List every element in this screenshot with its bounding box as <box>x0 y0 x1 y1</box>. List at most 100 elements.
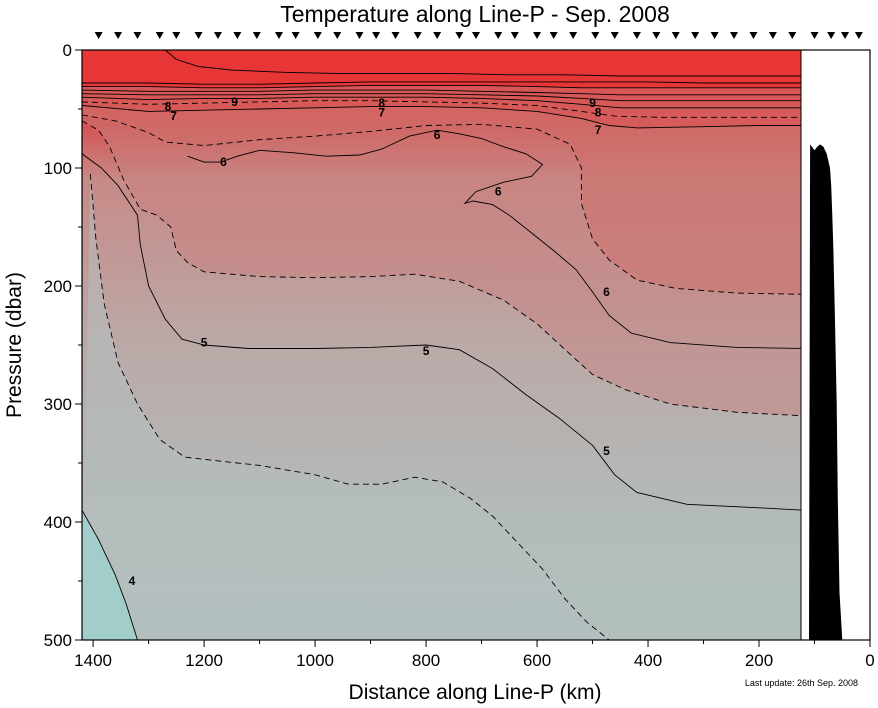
y-tick-label: 400 <box>44 513 72 532</box>
station-marker <box>549 32 558 39</box>
contour-11 <box>82 81 801 85</box>
station-marker <box>413 32 422 39</box>
warm-water-overlay <box>82 50 801 416</box>
chart-title: Temperature along Line-P - Sep. 2008 <box>280 1 670 27</box>
station-marker <box>533 32 542 39</box>
contour-label: 8 <box>165 100 172 114</box>
contour-5 <box>82 153 801 511</box>
station-marker <box>172 32 181 39</box>
contour-label: 7 <box>378 106 385 120</box>
x-axis: 1400 1200 1000 800 600 400 200 0 <box>74 640 875 670</box>
station-marker <box>155 32 164 39</box>
y-tick-label: 300 <box>44 395 72 414</box>
contour-6-5 <box>82 114 801 295</box>
station-marker <box>510 32 519 39</box>
station-marker <box>133 32 142 39</box>
station-marker <box>710 32 719 39</box>
station-marker <box>455 32 464 39</box>
contour-10 <box>82 84 801 89</box>
contour-label: 4 <box>129 574 136 588</box>
x-tick-label: 1000 <box>296 651 334 670</box>
contour-label: 6 <box>603 285 610 299</box>
warm-region-surface <box>82 50 801 88</box>
bathymetry <box>809 144 843 640</box>
contour-4 <box>82 509 138 640</box>
cold-water-overlay <box>82 173 610 640</box>
station-marker <box>810 32 819 39</box>
contour-label: 5 <box>423 344 430 358</box>
coldest-region-4 <box>82 510 138 640</box>
x-tick-label: 1400 <box>74 651 112 670</box>
station-marker <box>372 32 381 39</box>
x-axis-label: Distance along Line-P (km) <box>349 681 602 704</box>
x-tick-label: 600 <box>523 651 551 670</box>
station-marker <box>632 32 641 39</box>
x-tick-label: 200 <box>745 651 773 670</box>
contour-4-5 <box>89 173 610 640</box>
cool-region-4-5 <box>82 173 610 640</box>
station-marker <box>494 32 503 39</box>
y-tick-label: 0 <box>63 41 72 60</box>
station-marker <box>313 32 322 39</box>
station-marker <box>213 32 222 39</box>
contour-9 <box>82 89 801 96</box>
contour-label: 7 <box>170 109 177 123</box>
station-marker <box>355 32 364 39</box>
contour-label: 8 <box>378 96 385 110</box>
station-marker <box>291 32 300 39</box>
contour-label: 6 <box>434 128 441 142</box>
station-markers <box>94 32 863 39</box>
station-marker <box>472 32 480 39</box>
station-marker <box>194 32 203 39</box>
contour-label: 8 <box>595 106 602 120</box>
station-marker <box>94 32 103 39</box>
y-axis-label: Pressure (dbar) <box>3 272 26 418</box>
contour-label: 7 <box>595 123 602 137</box>
x-tick-label: 0 <box>865 651 874 670</box>
contour-8 <box>82 96 801 109</box>
contour-lines <box>82 50 801 640</box>
station-marker <box>569 32 578 39</box>
contour-label: 6 <box>220 155 227 169</box>
contour-label: 5 <box>201 336 208 350</box>
seafloor-profile <box>809 144 843 640</box>
contour-label: 9 <box>231 95 238 109</box>
contour-5-5 <box>82 120 801 417</box>
warm-region-5-5 <box>82 50 801 416</box>
contour-7 <box>82 105 801 129</box>
x-tick-label: 1200 <box>185 651 223 670</box>
station-marker <box>652 32 661 39</box>
y-tick-label: 500 <box>44 631 72 650</box>
y-tick-label: 100 <box>44 159 72 178</box>
x-tick-label: 800 <box>412 651 440 670</box>
station-marker <box>333 32 342 39</box>
contour-label: 9 <box>589 96 596 110</box>
x-tick-label: 400 <box>634 651 662 670</box>
station-marker <box>252 32 261 39</box>
station-marker <box>788 32 797 39</box>
station-marker <box>114 32 123 39</box>
station-marker <box>591 32 600 39</box>
contour-12 <box>164 50 801 77</box>
station-marker <box>275 32 283 39</box>
station-marker <box>730 32 739 39</box>
last-update-note: Last update: 26th Sep. 2008 <box>745 678 858 688</box>
station-marker <box>768 32 777 39</box>
station-marker <box>749 32 758 39</box>
station-marker <box>827 32 836 39</box>
station-marker <box>854 32 863 39</box>
contour-7-5 <box>82 100 801 118</box>
contour-label: 5 <box>603 444 610 458</box>
y-tick-label: 200 <box>44 277 72 296</box>
station-marker <box>841 32 850 39</box>
contour-8-5 <box>82 93 801 102</box>
contour-label: 6 <box>495 185 502 199</box>
station-marker <box>391 32 400 39</box>
station-marker <box>233 32 242 39</box>
station-marker <box>433 32 442 39</box>
y-axis: 0 100 200 300 400 500 <box>44 41 82 650</box>
station-marker <box>691 32 700 39</box>
